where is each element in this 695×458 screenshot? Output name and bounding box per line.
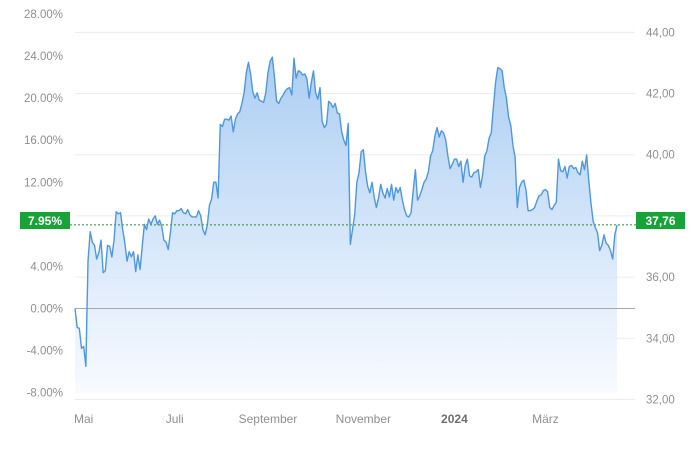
price-series — [74, 56, 618, 367]
reference-lines — [70, 224, 636, 309]
y-tick-left: 16.00% — [24, 135, 63, 147]
y-tick-left: 20.00% — [24, 93, 63, 105]
x-tick: November — [336, 412, 391, 426]
current-percent-badge: 7.95% — [20, 212, 70, 229]
y-axis-left-percent: 28.00%24.00%20.00%16.00%12.00%8.00%4.00%… — [24, 9, 63, 400]
current-price-badge-bg — [636, 212, 685, 229]
current-price-label: 37,76 — [645, 214, 675, 228]
current-percent-label: 7.95% — [28, 214, 62, 228]
y-tick-right: 32,00 — [646, 394, 675, 406]
y-tick-left: 24.00% — [24, 51, 63, 63]
y-tick-left: -8.00% — [27, 388, 63, 400]
x-axis-months: Mai Juli September November 2024 März — [74, 412, 559, 426]
y-tick-left: 0.00% — [30, 303, 63, 315]
y-tick-left: 12.00% — [24, 177, 63, 189]
y-tick-right: 40,00 — [646, 150, 675, 162]
y-tick-left: 28.00% — [24, 9, 63, 21]
y-tick-right: 42,00 — [646, 89, 675, 101]
y-tick-left: -4.00% — [27, 346, 63, 358]
y-tick-right: 36,00 — [646, 272, 675, 284]
current-price-badge: 37,76 — [636, 212, 685, 229]
y-tick-left: 4.00% — [30, 261, 63, 273]
x-tick: Mai — [74, 412, 93, 426]
x-tick: 2024 — [441, 412, 468, 426]
x-tick: März — [532, 412, 559, 426]
y-tick-right: 34,00 — [646, 333, 675, 345]
x-tick: Juli — [166, 412, 184, 426]
price-line — [74, 56, 618, 367]
current-percent-badge-bg — [20, 212, 70, 229]
y-tick-right: 44,00 — [646, 27, 675, 39]
x-tick: September — [239, 412, 298, 426]
